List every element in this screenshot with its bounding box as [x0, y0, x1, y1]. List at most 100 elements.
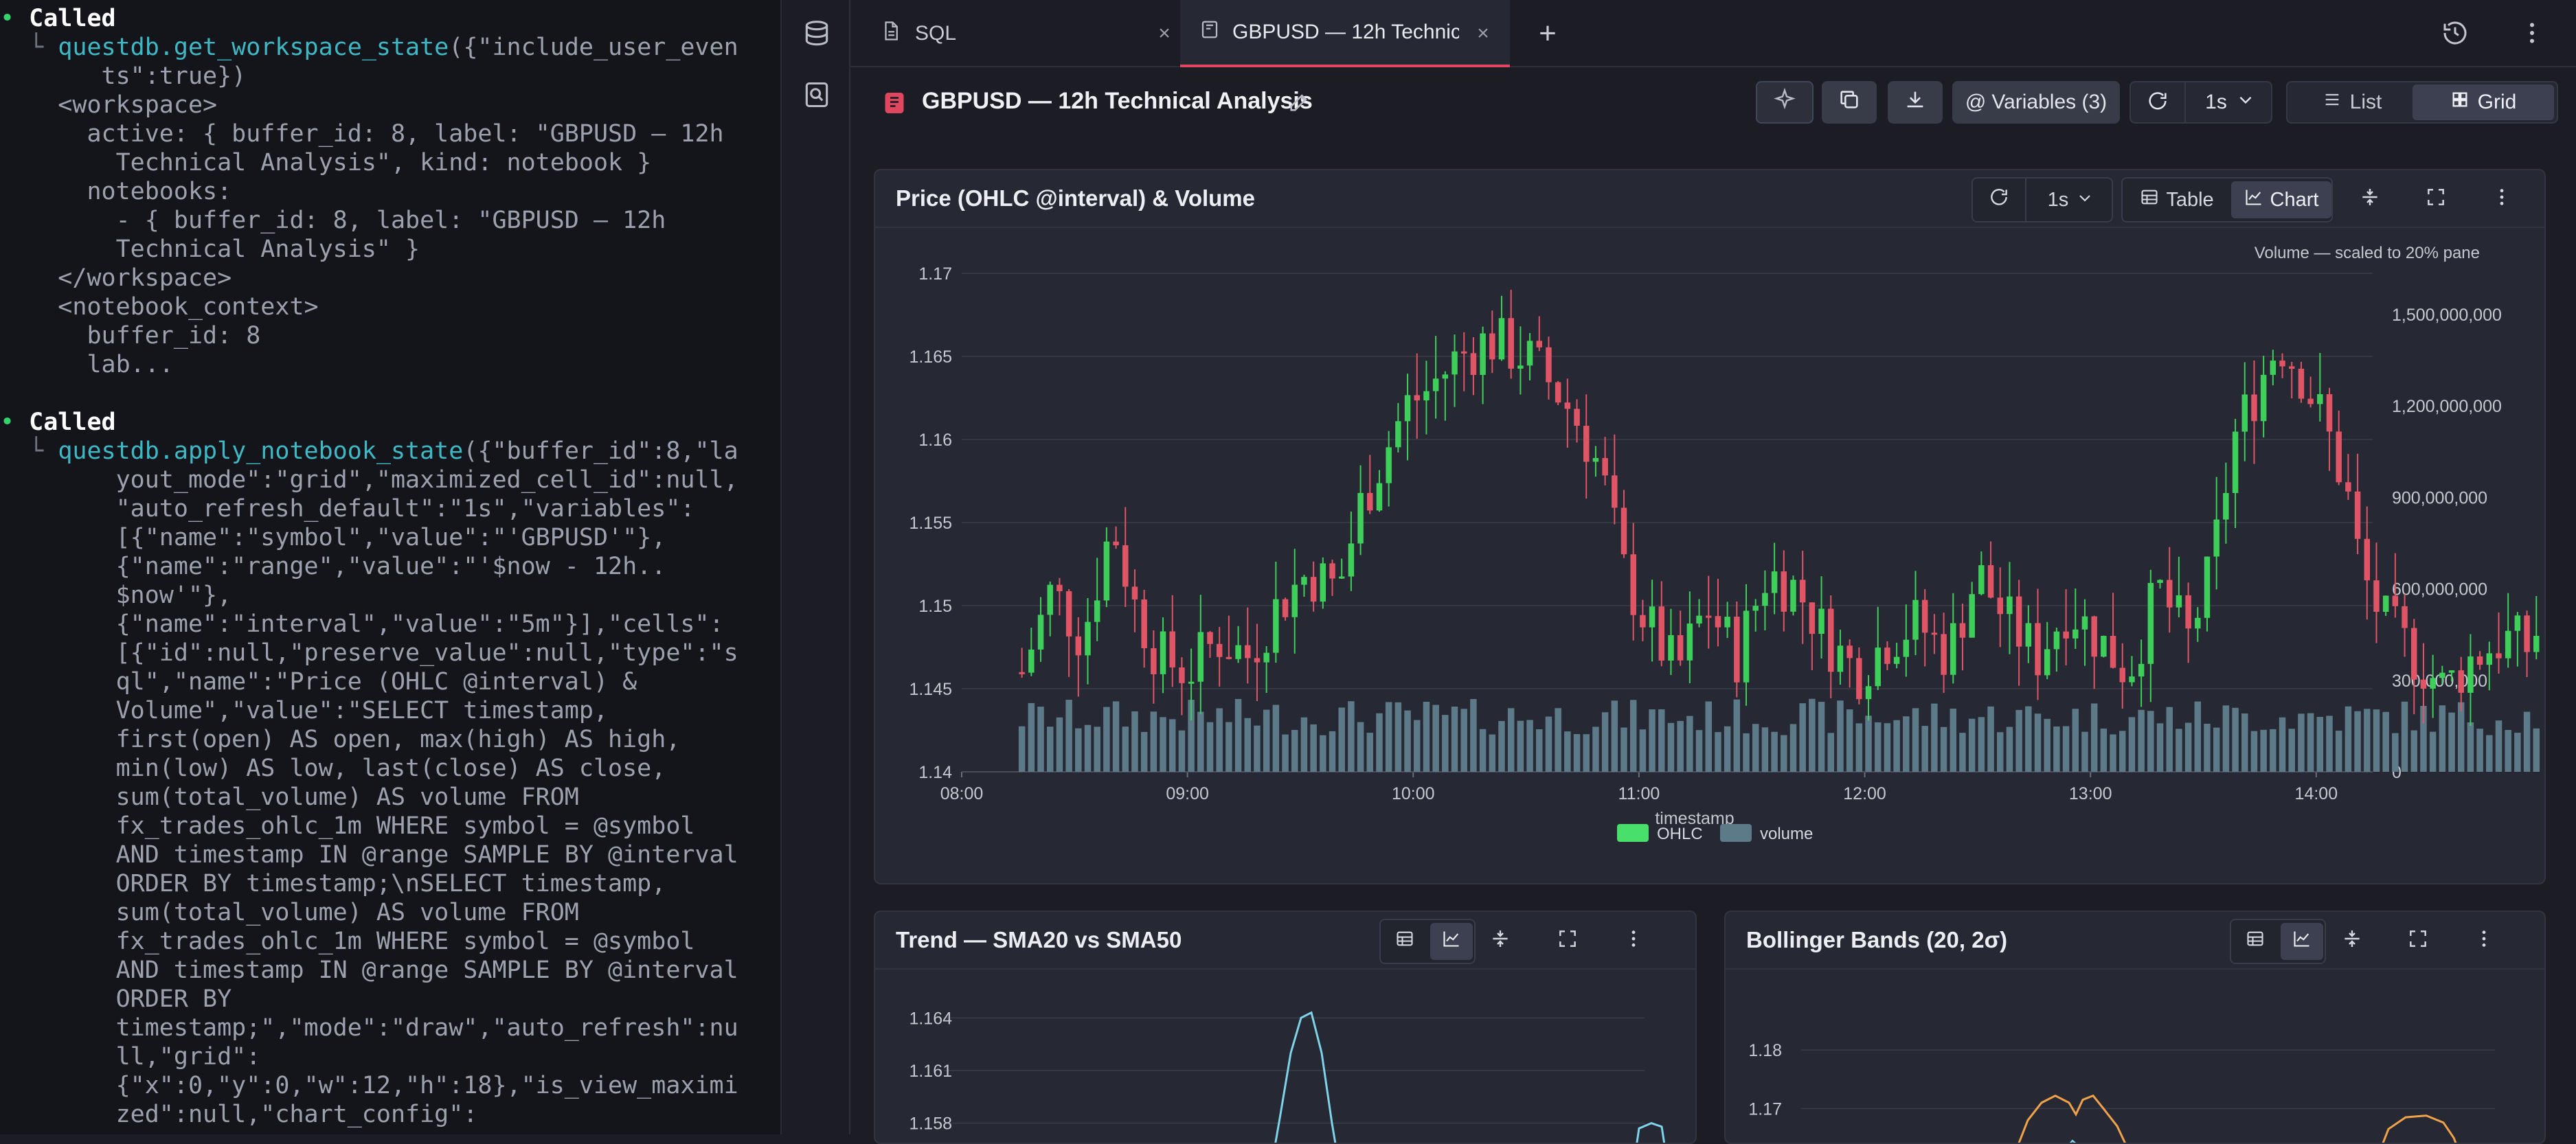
volume-bar	[2410, 730, 2417, 772]
candle-body	[2138, 663, 2145, 677]
cell-menu-button[interactable]	[1613, 920, 1654, 963]
table-view-button[interactable]	[2234, 920, 2276, 963]
volume-bar	[1366, 733, 1374, 772]
log-line: ORDER BY timestamp;\nSELECT timestamp,	[0, 869, 666, 898]
candle-body	[1884, 648, 1890, 664]
log-text: {"x":0,"y":0,"w":12,"h":18},"is_view_max…	[29, 1072, 738, 1099]
refresh-button[interactable]	[2131, 82, 2186, 122]
volume-bar	[1470, 698, 1477, 772]
candle-body	[1329, 563, 1335, 579]
copy-icon	[1838, 88, 1861, 117]
candle-body	[2411, 628, 2417, 680]
volume-bar	[1225, 722, 1232, 772]
log-text: $now'"},	[29, 582, 232, 609]
table-icon	[1395, 929, 1414, 954]
price-line	[2052, 1139, 2077, 1143]
cell-menu-button[interactable]	[2463, 920, 2505, 963]
volume-bar	[1724, 726, 1731, 772]
candle-body	[2081, 616, 2088, 630]
volume-bar	[1385, 702, 1392, 772]
bollinger-chart[interactable]: 1.18 1.17	[1726, 971, 2544, 1143]
y-tick-label: 1.155	[909, 514, 952, 533]
duplicate-button[interactable]	[1822, 81, 1877, 124]
volume-bar	[2514, 733, 2521, 772]
volume-bar	[1037, 707, 1044, 772]
log-text: [{"id":null,"preserve_value":null,"type"…	[29, 639, 738, 667]
refresh-group: 1s	[2129, 81, 2272, 124]
volume-bar	[1950, 708, 1957, 772]
split-cell-button[interactable]	[1480, 920, 1521, 963]
volume-bar	[2015, 709, 2022, 772]
volume-bar	[1837, 700, 1844, 772]
table-view-button[interactable]: Table	[2125, 179, 2228, 221]
log-line: ql","name":"Price (OHLC @interval) &	[0, 667, 637, 696]
grid-view-button[interactable]: Grid	[2413, 84, 2554, 120]
volume-bar	[1329, 731, 1336, 772]
log-line: <notebook_context>	[0, 293, 318, 321]
history-icon[interactable]	[2441, 19, 2469, 50]
candle-body	[2035, 623, 2041, 676]
candle-body	[1959, 623, 1966, 638]
log-line: fx_trades_ohlc_1m WHERE symbol = @symbol	[0, 927, 695, 956]
volume-bar	[2128, 717, 2136, 772]
log-text: AND timestamp IN @range SAMPLE BY @inter…	[29, 957, 738, 984]
tree-branch: └	[29, 34, 58, 61]
trend-chart[interactable]: 1.164 1.161 1.158	[875, 971, 1695, 1143]
tab-notebook[interactable]: GBPUSD — 12h Technical Analysis ×	[1180, 0, 1510, 67]
list-view-button[interactable]: List	[2290, 84, 2414, 120]
maximize-button[interactable]	[2397, 920, 2439, 963]
chart-view-button[interactable]: Chart	[2231, 181, 2331, 218]
variables-button[interactable]: @ Variables (3)	[1952, 81, 2120, 124]
maximize-button[interactable]	[2415, 179, 2456, 221]
log-text: zed":null,"chart_config":	[29, 1101, 478, 1128]
candle-body	[1781, 571, 1787, 612]
price-chart[interactable]: Volume — scaled to 20% pane 1.14 1.145 1.15…	[875, 229, 2544, 883]
refresh-interval-select[interactable]: 1s	[2028, 179, 2113, 221]
volume-bar	[1254, 725, 1261, 772]
candle-body	[2204, 556, 2211, 618]
candle-body	[1818, 608, 1824, 634]
volume-bar	[2279, 717, 2286, 772]
cell-title: Bollinger Bands (20, 2σ)	[1746, 927, 2008, 952]
maximize-button[interactable]	[1547, 920, 1588, 963]
download-button[interactable]	[1888, 81, 1943, 124]
close-icon[interactable]: ×	[1158, 22, 1171, 45]
log-text: ql","name":"Price (OHLC @interval) &	[29, 668, 637, 696]
split-cell-button[interactable]	[2349, 179, 2391, 221]
volume-bar	[2533, 728, 2540, 772]
view-mode-toggle: List Grid	[2286, 81, 2558, 124]
sma-line	[1274, 1011, 1337, 1143]
candle-body	[1997, 597, 2003, 615]
refresh-button[interactable]	[1973, 179, 2026, 221]
chart-view-button[interactable]	[2281, 923, 2323, 960]
cell-header: Price (OHLC @interval) & Volume 1s Table…	[875, 170, 2544, 228]
notebook-icon	[882, 91, 907, 119]
legend-label: OHLC	[1657, 825, 1703, 843]
ai-assist-button[interactable]	[1756, 81, 1814, 124]
x-tick-label: 11:00	[1618, 784, 1660, 803]
volume-bar	[1564, 731, 1571, 772]
candle-body	[2336, 431, 2342, 483]
legend-label: volume	[1760, 825, 1813, 843]
close-icon[interactable]: ×	[1477, 22, 1489, 45]
table-view-button[interactable]	[1383, 920, 1426, 963]
volume-bar	[2401, 701, 2408, 772]
search-doc-icon[interactable]	[796, 74, 837, 115]
agent-log-panel: • Called └ questdb.get_workspace_state({…	[0, 0, 782, 1134]
split-cell-button[interactable]	[2331, 920, 2373, 963]
tab-sql[interactable]: SQL ×	[861, 0, 1191, 67]
log-line: {"x":0,"y":0,"w":12,"h":18},"is_view_max…	[0, 1071, 738, 1100]
cell-menu-button[interactable]	[2481, 179, 2522, 221]
candle-body	[2166, 580, 2173, 608]
log-text: </workspace>	[29, 264, 232, 292]
candle-body	[1536, 341, 1543, 347]
log-text: buffer_id: 8	[29, 322, 261, 350]
volume-bar	[2523, 711, 2531, 772]
volume-bar	[1046, 727, 1054, 772]
database-icon[interactable]	[796, 14, 837, 55]
more-icon[interactable]	[2518, 19, 2546, 50]
chart-view-button[interactable]	[1430, 923, 1473, 960]
edit-icon[interactable]	[1287, 91, 1311, 117]
refresh-interval-select[interactable]: 1s	[2187, 82, 2272, 122]
new-tab-button[interactable]: +	[1539, 16, 1557, 50]
